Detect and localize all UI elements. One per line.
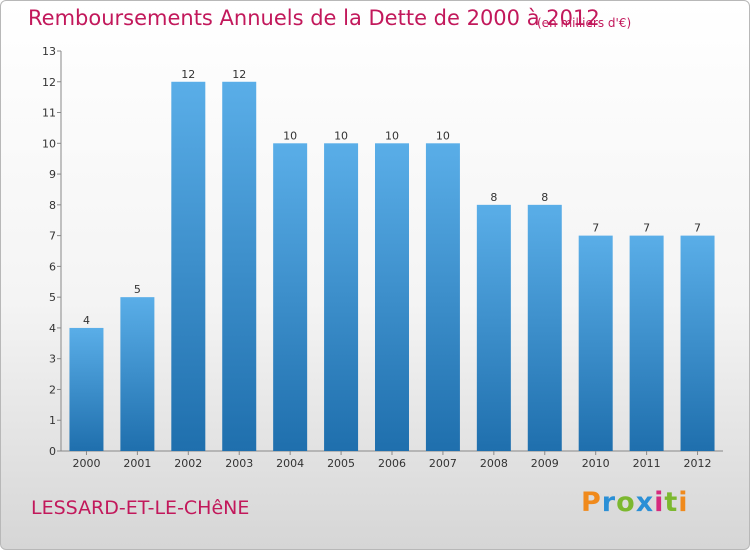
bar — [375, 143, 409, 452]
y-tick-label: 0 — [49, 445, 56, 458]
x-tick-label: 2009 — [531, 457, 559, 470]
bar — [120, 297, 155, 451]
x-tick-label: 2003 — [225, 457, 253, 470]
data-label: 8 — [490, 191, 497, 204]
y-tick-label: 5 — [49, 291, 56, 304]
commune-name: LESSARD-ET-LE-CHêNE — [31, 497, 250, 519]
bar — [273, 143, 308, 452]
data-label: 10 — [385, 129, 399, 142]
x-tick-label: 2001 — [123, 457, 151, 470]
data-label: 7 — [694, 222, 701, 235]
bar — [69, 327, 104, 451]
data-label: 8 — [541, 191, 548, 204]
bar — [680, 235, 715, 451]
logo-letter: x — [635, 487, 655, 518]
y-tick-label: 3 — [49, 353, 56, 366]
logo-letter: i — [654, 487, 665, 518]
data-label: 12 — [232, 68, 246, 81]
x-tick-label: 2007 — [429, 457, 457, 470]
y-tick-label: 6 — [49, 260, 56, 273]
data-label: 5 — [134, 283, 141, 296]
bar — [222, 81, 257, 452]
x-tick-label: 2012 — [684, 457, 712, 470]
bar — [578, 235, 613, 451]
y-tick-label: 1 — [49, 414, 56, 427]
data-label: 12 — [181, 68, 195, 81]
logo-letter: o — [616, 487, 636, 518]
bar — [629, 235, 664, 451]
data-label: 10 — [334, 129, 348, 142]
bar — [425, 143, 460, 452]
y-tick-label: 8 — [49, 199, 56, 212]
logo-letter: t — [664, 487, 679, 518]
x-tick-label: 2004 — [276, 457, 304, 470]
y-tick-label: 9 — [49, 168, 56, 181]
y-tick-label: 4 — [49, 322, 56, 335]
data-label: 10 — [436, 129, 450, 142]
data-label: 7 — [592, 222, 599, 235]
logo-letter: r — [601, 487, 617, 518]
x-tick-label: 2010 — [582, 457, 610, 470]
chart-subtitle: (en milliers d'€) — [537, 16, 632, 30]
bar — [476, 204, 511, 451]
y-tick-label: 12 — [42, 76, 56, 89]
y-tick-label: 2 — [49, 383, 56, 396]
x-tick-label: 2006 — [378, 457, 406, 470]
chart-title: Remboursements Annuels de la Dette de 20… — [28, 6, 600, 30]
y-tick-label: 10 — [42, 137, 56, 150]
bar — [171, 81, 206, 452]
x-tick-label: 2000 — [72, 457, 100, 470]
proxiti-logo: Proxiti — [581, 487, 689, 518]
bar — [324, 143, 359, 452]
data-label: 7 — [643, 222, 650, 235]
y-tick-label: 13 — [42, 45, 56, 58]
x-tick-label: 2011 — [633, 457, 661, 470]
bar — [527, 204, 562, 451]
y-tick-label: 7 — [49, 230, 56, 243]
y-tick-label: 11 — [42, 107, 56, 120]
logo-letter: i — [678, 487, 689, 518]
data-label: 10 — [283, 129, 297, 142]
data-label: 4 — [83, 314, 90, 327]
x-tick-label: 2008 — [480, 457, 508, 470]
x-tick-label: 2005 — [327, 457, 355, 470]
x-tick-label: 2002 — [174, 457, 202, 470]
logo-letter: P — [581, 487, 602, 518]
